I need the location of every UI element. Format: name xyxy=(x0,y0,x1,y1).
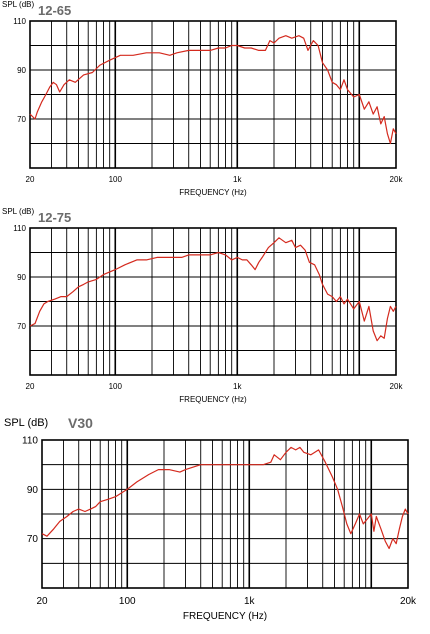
x-tick-label: 20k xyxy=(390,382,404,391)
y-tick-label: 110 xyxy=(13,17,26,26)
y-tick-label: 110 xyxy=(13,224,26,233)
x-tick-label: 100 xyxy=(119,596,136,607)
x-axis-title: FREQUENCY (Hz) xyxy=(179,188,247,197)
x-tick-label: 20 xyxy=(26,382,35,391)
y-tick-label: 110 xyxy=(22,436,38,447)
chart-title: 12-65 xyxy=(38,3,71,18)
chart-panel-2: 110 90 70 20 100 1k 20k FREQUENCY (Hz) SPL (dB) 1… xyxy=(2,207,403,404)
x-tick-label: 20k xyxy=(390,175,404,184)
x-tick-label: 20 xyxy=(36,596,48,607)
y-tick-label: 90 xyxy=(17,66,26,75)
chart-panel-3: 110 90 70 20 100 1k 20k FREQUENCY (Hz) SPL (dB) V… xyxy=(4,415,417,622)
series-line-1 xyxy=(29,35,397,145)
y-tick-label: 90 xyxy=(17,273,26,282)
x-tick-label: 20 xyxy=(26,175,35,184)
y-tick-label: 70 xyxy=(27,534,39,545)
x-tick-label: 100 xyxy=(109,175,123,184)
plot-frame xyxy=(29,20,397,169)
x-tick-label: 1k xyxy=(233,382,242,391)
y-tick-label: 70 xyxy=(17,322,26,331)
chart-title: 12-75 xyxy=(38,210,71,225)
x-tick-label: 100 xyxy=(109,382,123,391)
chart-panel-1: 110 90 70 20 100 1k 20k FREQUENCY (Hz) SPL (dB) 1… xyxy=(2,0,403,197)
x-axis-title: FREQUENCY (Hz) xyxy=(183,611,267,622)
chart-title: V30 xyxy=(68,415,93,431)
x-axis-title: FREQUENCY (Hz) xyxy=(179,395,247,404)
x-tick-label: 20k xyxy=(400,596,417,607)
y-axis-title: SPL (dB) xyxy=(2,207,34,216)
series-line-1 xyxy=(29,237,397,342)
x-tick-label: 1k xyxy=(244,596,256,607)
y-axis-title: SPL (dB) xyxy=(4,417,48,429)
y-tick-label: 70 xyxy=(17,115,26,124)
x-tick-label: 1k xyxy=(233,175,242,184)
series-line-1 xyxy=(41,446,409,550)
y-tick-label: 90 xyxy=(27,485,39,496)
plot-frame xyxy=(29,227,397,376)
y-axis-title: SPL (dB) xyxy=(2,0,34,9)
